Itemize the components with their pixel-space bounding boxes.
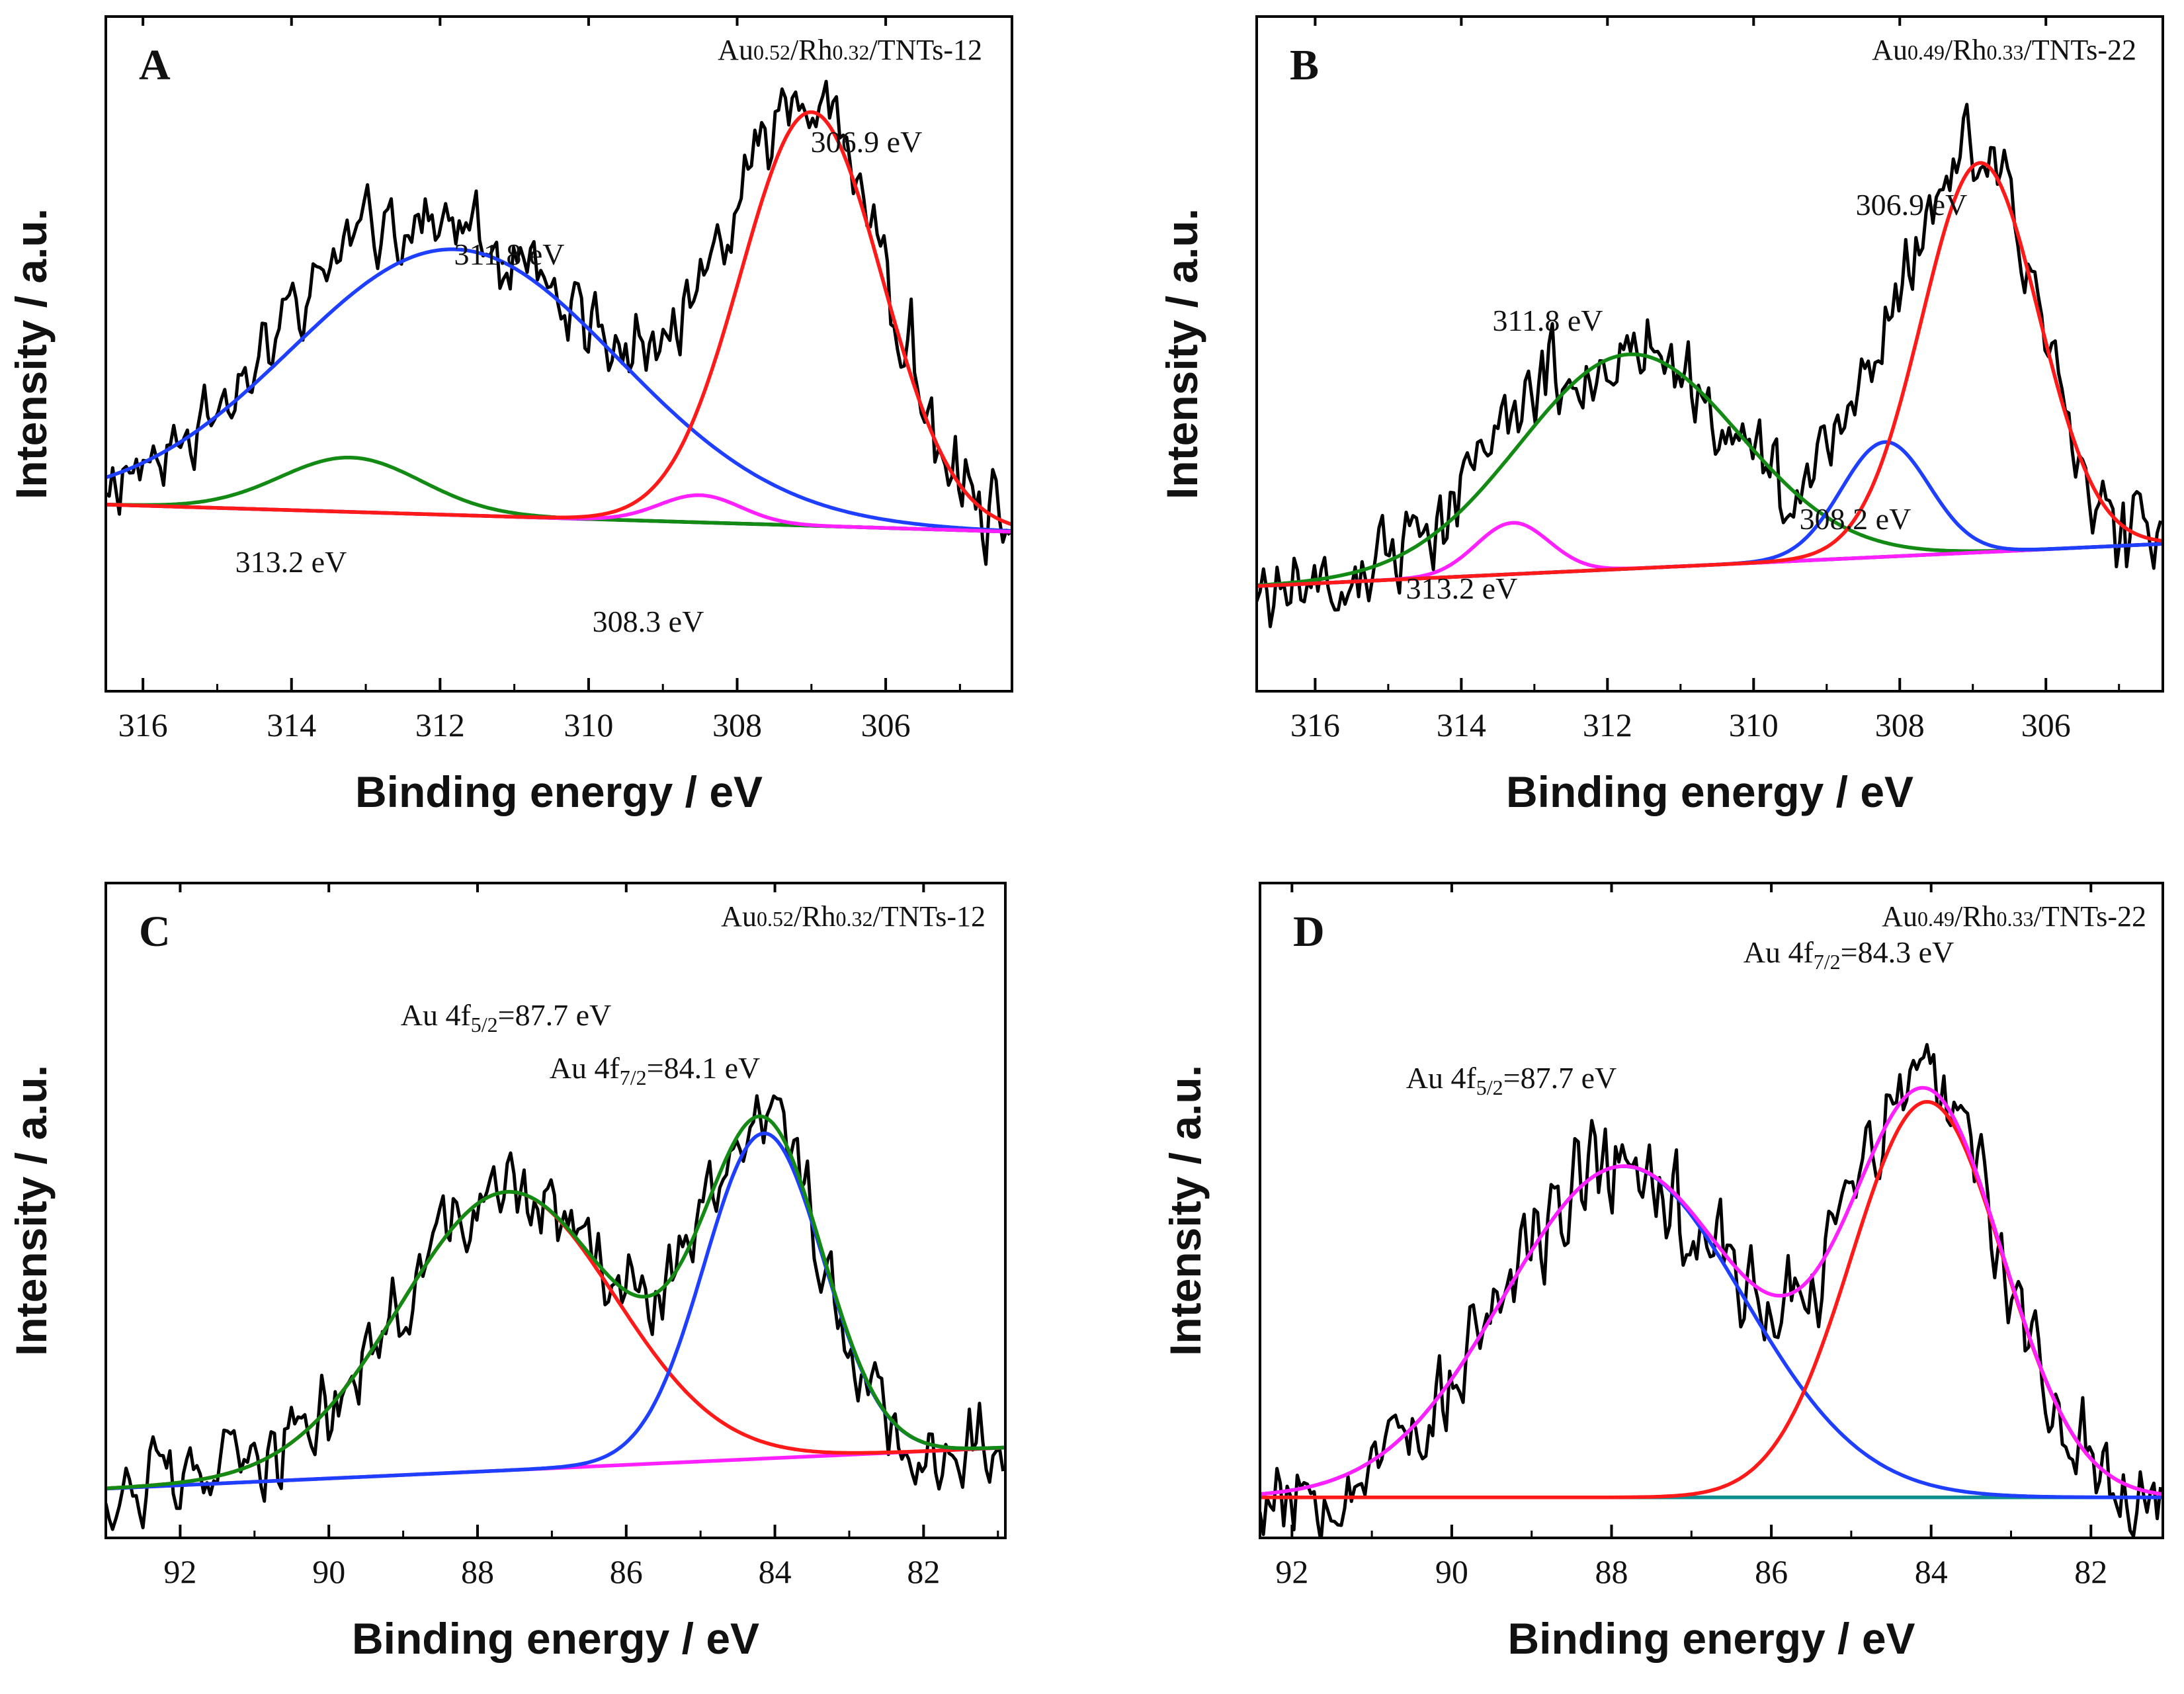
- panel-A: 316 314 312 310 308 306 Binding energy / eV Int…: [7, 15, 1013, 816]
- peak-label-B-pk4: 313.2 eV: [1406, 572, 1518, 605]
- raw-spectrum-C: [106, 1094, 1005, 1531]
- panel-B: 316 314 312 310 308 306 Binding energy / eV Int…: [1157, 15, 2164, 816]
- peak-label-B-pk3: 308.2 eV: [1800, 502, 1911, 536]
- panel-letter-D: D: [1293, 908, 1325, 956]
- panel-C: 92 90 88 86 84 82 Binding energy / eV Intensity…: [7, 882, 1007, 1663]
- y-axis-title-D: Intensity / a.u.: [1161, 1065, 1210, 1356]
- y-axis-title-A: Intensity / a.u.: [7, 208, 56, 499]
- envelope-C: [106, 1114, 1005, 1490]
- envelope-D: [1260, 1085, 2163, 1496]
- x-tick-label-A-0: 316: [118, 706, 168, 743]
- fit-curve-B-4: [1257, 161, 2163, 588]
- panel-letter-B: B: [1290, 41, 1319, 89]
- peak-label-B-pk1: 306.9 eV: [1856, 188, 1968, 222]
- plot-frame-D: [1259, 882, 2164, 1539]
- y-axis-title-B: Intensity / a.u.: [1157, 208, 1206, 499]
- x-tick-label-C-2: 88: [461, 1553, 494, 1590]
- x-tick-label-B-4: 308: [1875, 706, 1925, 743]
- raw-spectrum-B: [1257, 103, 2163, 628]
- plot-area-B: [1257, 103, 2163, 628]
- y-axis-title-C: Intensity / a.u.: [7, 1065, 56, 1356]
- x-tick-label-A-4: 308: [712, 706, 762, 743]
- x-tick-label-D-4: 84: [1915, 1553, 1948, 1590]
- x-tick-label-C-1: 90: [312, 1553, 345, 1590]
- plot-frame-A: [105, 15, 1013, 693]
- x-tick-label-A-5: 306: [861, 706, 911, 743]
- x-tick-label-A-3: 310: [564, 706, 613, 743]
- plot-frame-C: [105, 882, 1007, 1539]
- x-tick-label-C-5: 82: [907, 1553, 940, 1590]
- x-tick-label-C-4: 84: [759, 1553, 792, 1590]
- peak-label-D-au52: Au 4f5/2=87.7 eV: [1406, 1061, 1617, 1099]
- sample-name-B: Au0.49/Rh0.33/TNTs-22: [1872, 34, 2136, 66]
- x-tick-label-D-1: 90: [1435, 1553, 1468, 1590]
- peak-label-D-au72: Au 4f7/2=84.3 eV: [1743, 935, 1954, 974]
- peak-label-A-pk3: 313.2 eV: [235, 545, 347, 579]
- x-tick-label-B-0: 316: [1290, 706, 1340, 743]
- plot-frame-B: [1255, 15, 2164, 693]
- peak-label-C-au72: Au 4f7/2=84.1 eV: [550, 1051, 761, 1089]
- x-tick-label-D-5: 82: [2074, 1553, 2107, 1590]
- x-axis-title-C: Binding energy / eV: [352, 1614, 759, 1663]
- x-tick-label-C-3: 86: [610, 1553, 643, 1590]
- panel-letter-A: A: [139, 41, 171, 89]
- raw-spectrum-A: [106, 79, 1011, 566]
- x-tick-label-A-1: 314: [267, 706, 316, 743]
- plot-area-D: [1260, 1042, 2163, 1538]
- peak-label-C-au52: Au 4f5/2=87.7 eV: [401, 998, 612, 1037]
- x-tick-label-B-2: 312: [1583, 706, 1632, 743]
- x-axis-title-B: Binding energy / eV: [1506, 767, 1913, 816]
- x-axis-title-A: Binding energy / eV: [355, 767, 763, 816]
- fit-curve-A-4: [106, 110, 1012, 527]
- peak-label-B-pk2: 311.8 eV: [1493, 304, 1603, 337]
- x-tick-label-B-1: 314: [1437, 706, 1486, 743]
- panel-letter-C: C: [139, 908, 171, 956]
- peak-label-A-pk1: 306.9 eV: [811, 125, 923, 159]
- x-tick-label-A-2: 312: [415, 706, 465, 743]
- x-tick-label-D-0: 92: [1275, 1553, 1308, 1590]
- x-tick-label-B-3: 310: [1729, 706, 1779, 743]
- plot-area-C: [106, 1094, 1005, 1531]
- x-axis-title-D: Binding energy / eV: [1507, 1614, 1915, 1663]
- peak-label-A-pk2: 311.8 eV: [454, 237, 565, 271]
- raw-spectrum-D: [1260, 1042, 2163, 1538]
- peak-label-A-pk4: 308.3 eV: [593, 605, 704, 638]
- x-tick-label-D-2: 88: [1595, 1553, 1628, 1590]
- sample-name-A: Au0.52/Rh0.32/TNTs-12: [718, 34, 982, 66]
- fit-curve-A-1: [106, 247, 1012, 533]
- panel-D: 92 90 88 86 84 82 Binding energy / eV Intensity…: [1161, 882, 2164, 1663]
- x-tick-label-B-5: 306: [2021, 706, 2071, 743]
- sample-name-D: Au0.49/Rh0.33/TNTs-22: [1882, 900, 2146, 933]
- sample-name-C: Au0.52/Rh0.32/TNTs-12: [721, 900, 986, 933]
- x-tick-label-C-0: 92: [163, 1553, 196, 1590]
- plot-area-A: [106, 79, 1012, 566]
- x-tick-label-D-3: 86: [1755, 1553, 1788, 1590]
